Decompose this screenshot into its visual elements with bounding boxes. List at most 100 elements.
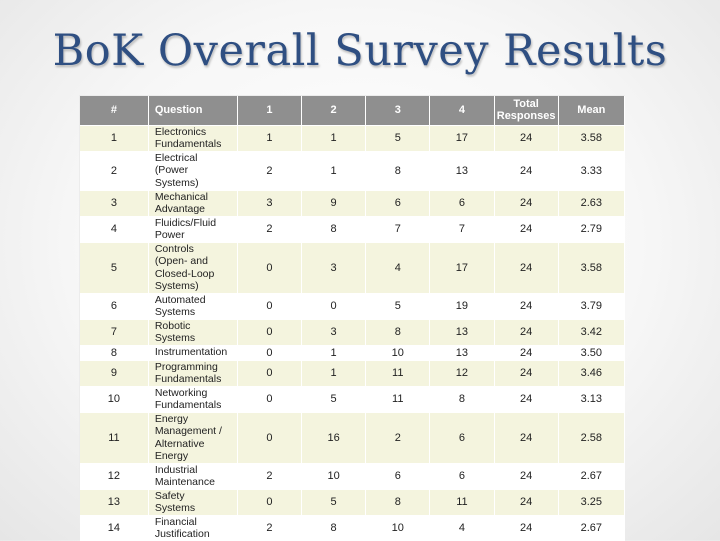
cell-number: 1 [80,124,149,151]
cell-rating-3: 5 [365,124,431,151]
cell-number: 14 [80,514,149,541]
cell-rating-3: 2 [365,411,431,463]
cell-rating-3: 10 [365,514,431,541]
cell-mean: 2.79 [558,215,626,242]
cell-rating-2: 5 [301,488,367,515]
cell-rating-4: 12 [429,359,495,386]
cell-question: Programming Fundamentals [148,359,238,386]
header-row: # Question 1 2 3 4 Total Responses Mean [80,96,626,125]
cell-question: Fluidics/Fluid Power [148,215,238,242]
cell-question: Energy Management / Alternative Energy [148,411,238,463]
cell-rating-1: 3 [237,189,303,216]
table-body: 1 Electronics Fundamentals 1 1 5 17 24 3.58 2 Ele… [80,124,626,541]
cell-question: Networking Fundamentals [148,385,238,412]
cell-rating-4: 13 [429,344,495,360]
cell-rating-2: 3 [301,318,367,345]
cell-total-responses: 24 [494,488,559,515]
cell-rating-4: 17 [429,124,495,151]
table-row: 3 Mechanical Advantage 3 9 6 6 24 2.63 [80,189,626,216]
cell-total-responses: 24 [494,385,559,412]
cell-rating-2: 10 [301,462,367,489]
cell-number: 3 [80,189,149,216]
cell-number: 10 [80,385,149,412]
cell-rating-1: 2 [237,514,303,541]
table-row: 11 Energy Management / Alternative Energy… [80,411,626,463]
table-row: 4 Fluidics/Fluid Power 2 8 7 7 24 2.79 [80,215,626,242]
cell-total-responses: 24 [494,215,559,242]
cell-mean: 3.25 [558,488,626,515]
header-rating-3: 3 [365,96,431,125]
cell-rating-1: 0 [237,411,303,463]
table-row: 1 Electronics Fundamentals 1 1 5 17 24 3.58 [80,124,626,151]
cell-question: Mechanical Advantage [148,189,238,216]
header-total-responses: Total Responses [494,96,559,125]
cell-question: Controls (Open- and Closed-Loop Systems) [148,241,238,293]
cell-total-responses: 24 [494,462,559,489]
cell-number: 6 [80,292,149,319]
cell-rating-2: 9 [301,189,367,216]
cell-rating-3: 11 [365,359,431,386]
cell-rating-1: 0 [237,344,303,360]
cell-question: Electrical (Power Systems) [148,150,238,190]
table-row: 12 Industrial Maintenance 2 10 6 6 24 2.67 [80,462,626,489]
cell-rating-3: 8 [365,318,431,345]
cell-mean: 3.79 [558,292,626,319]
cell-mean: 2.67 [558,462,626,489]
cell-number: 11 [80,411,149,463]
cell-total-responses: 24 [494,124,559,151]
cell-mean: 3.58 [558,124,626,151]
cell-question: Automated Systems [148,292,238,319]
cell-number: 4 [80,215,149,242]
cell-rating-1: 0 [237,488,303,515]
cell-rating-1: 2 [237,462,303,489]
cell-rating-4: 7 [429,215,495,242]
header-number: # [80,96,149,125]
survey-results-table: # Question 1 2 3 4 Total Responses Mean … [80,96,626,541]
cell-rating-4: 6 [429,189,495,216]
cell-rating-1: 2 [237,215,303,242]
cell-mean: 3.13 [558,385,626,412]
cell-rating-3: 8 [365,488,431,515]
cell-mean: 3.46 [558,359,626,386]
cell-mean: 3.58 [558,241,626,293]
cell-rating-4: 6 [429,411,495,463]
table-row: 9 Programming Fundamentals 0 1 11 12 24 3.46 [80,359,626,386]
cell-rating-3: 8 [365,150,431,190]
cell-question: Instrumentation [148,344,238,360]
cell-rating-2: 1 [301,150,367,190]
cell-rating-2: 1 [301,344,367,360]
cell-question: Safety Systems [148,488,238,515]
cell-rating-1: 0 [237,359,303,386]
cell-rating-4: 17 [429,241,495,293]
table-header: # Question 1 2 3 4 Total Responses Mean [80,96,626,125]
cell-mean: 3.42 [558,318,626,345]
cell-total-responses: 24 [494,514,559,541]
cell-number: 2 [80,150,149,190]
cell-mean: 2.58 [558,411,626,463]
cell-rating-2: 8 [301,514,367,541]
cell-total-responses: 24 [494,411,559,463]
cell-number: 13 [80,488,149,515]
cell-rating-2: 5 [301,385,367,412]
cell-rating-4: 19 [429,292,495,319]
cell-total-responses: 24 [494,241,559,293]
cell-rating-2: 0 [301,292,367,319]
cell-rating-4: 4 [429,514,495,541]
table-row: 10 Networking Fundamentals 0 5 11 8 24 3.13 [80,385,626,412]
cell-total-responses: 24 [494,359,559,386]
header-question: Question [148,96,238,125]
table-row: 8 Instrumentation 0 1 10 13 24 3.50 [80,344,626,360]
header-rating-1: 1 [237,96,303,125]
header-mean: Mean [558,96,626,125]
cell-question: Financial Justification [148,514,238,541]
cell-mean: 3.50 [558,344,626,360]
cell-rating-3: 4 [365,241,431,293]
table-row: 6 Automated Systems 0 0 5 19 24 3.79 [80,292,626,319]
cell-rating-3: 10 [365,344,431,360]
cell-rating-4: 13 [429,150,495,190]
cell-question: Robotic Systems [148,318,238,345]
cell-rating-4: 11 [429,488,495,515]
cell-rating-2: 8 [301,215,367,242]
cell-question: Electronics Fundamentals [148,124,238,151]
cell-total-responses: 24 [494,292,559,319]
